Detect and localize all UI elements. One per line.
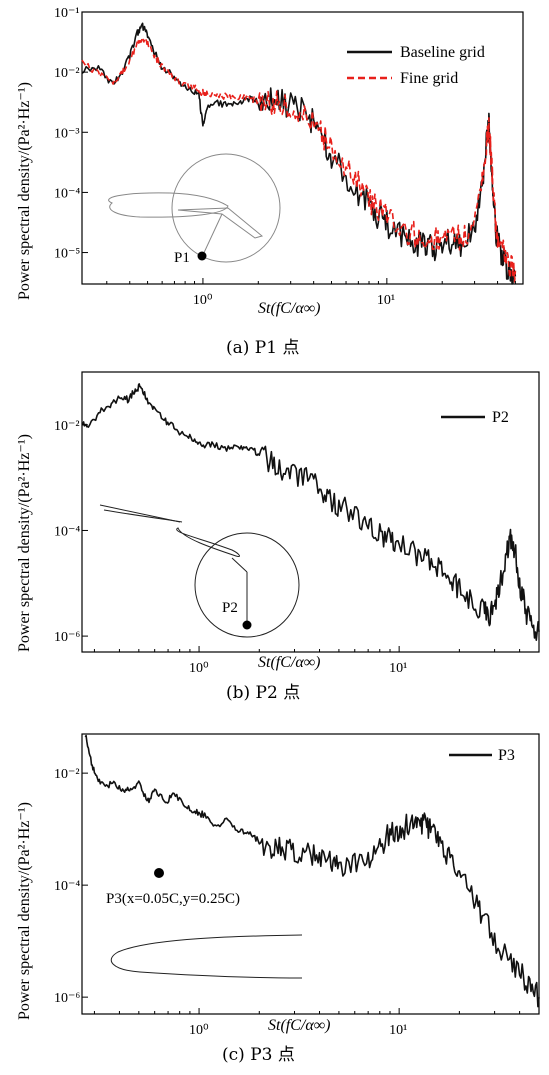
x-tick-label: 10¹ — [377, 293, 395, 308]
plot-frame — [81, 11, 524, 285]
x-axis-label: St(fC/α∞) — [258, 654, 321, 671]
legend-label-p3: P3 — [498, 747, 515, 764]
series-line-p2 — [81, 383, 540, 641]
plot-frame — [81, 733, 540, 1015]
airfoil-inset — [99, 504, 300, 638]
y-tick-label: 10⁻⁴ — [54, 879, 80, 894]
airfoil-inset — [110, 934, 303, 979]
legend-label-p2: P2 — [492, 409, 509, 426]
panel-b: Power spectral density/(Pa²·Hz⁻¹) P2 P2 … — [0, 360, 549, 720]
y-tick-label: 10⁻⁶ — [54, 991, 80, 1006]
x-tick-label: 10¹ — [389, 661, 407, 676]
x-axis-label: St(fC/α∞) — [258, 300, 321, 317]
plot-frame — [81, 371, 540, 653]
y-tick-label: 10⁻² — [54, 419, 80, 434]
x-tick-label: 10⁰ — [189, 1023, 209, 1038]
chart-c: P3(x=0.05C,y=0.25C) P3 10⁰ 10¹ 10⁻² 10⁻⁴ 10⁻… — [54, 733, 540, 1038]
y-tick-label: 10⁻³ — [54, 126, 80, 141]
panel-c: Power spectral density/(Pa²·Hz⁻¹) P3(x=0… — [0, 720, 549, 1075]
series-line-fine-grid — [81, 37, 517, 283]
probe-label: P3(x=0.05C,y=0.25C) — [106, 891, 240, 907]
y-tick-label: 10⁻⁴ — [54, 186, 80, 201]
legend-label-baseline: Baseline grid — [400, 44, 485, 61]
caption: (c) P3 点 — [222, 1045, 295, 1065]
y-tick-label: 10⁻² — [54, 767, 80, 782]
series-line-p3 — [84, 734, 540, 1008]
series-line-baseline-grid — [81, 22, 517, 285]
airfoil-inset — [108, 153, 281, 263]
legend: P2 — [441, 409, 509, 426]
probe-point — [197, 251, 207, 261]
legend-label-fine: Fine grid — [400, 70, 458, 87]
y-tick-label: 10⁻⁶ — [54, 630, 80, 645]
legend: Baseline grid Fine grid — [347, 44, 485, 87]
x-tick-label: 10⁰ — [189, 661, 209, 676]
caption: (a) P1 点 — [226, 338, 300, 358]
x-axis-label: St(fC/α∞) — [268, 1017, 331, 1034]
y-tick-label: 10⁻¹ — [54, 6, 80, 21]
probe-label: P1 — [174, 250, 190, 266]
legend: P3 — [449, 747, 515, 764]
x-tick-label: 10⁰ — [193, 293, 213, 308]
y-tick-label: 10⁻⁵ — [54, 247, 80, 262]
y-tick-label: 10⁻⁴ — [54, 524, 80, 539]
y-tick-label: 10⁻² — [54, 66, 80, 81]
chart-b: P2 P2 10⁰ 10¹ 10⁻² 10⁻⁴ 10⁻⁶ — [54, 371, 540, 676]
panel-a: Power spectral density/(Pa²·Hz⁻¹) P1 Bas… — [0, 0, 549, 360]
x-tick-label: 10¹ — [389, 1023, 407, 1038]
probe-point — [154, 868, 164, 878]
caption: (b) P2 点 — [226, 683, 301, 703]
chart-a: P1 Baseline grid Fine grid 10⁰ 10¹ 10⁻¹ 10⁻… — [54, 6, 524, 308]
probe-label: P2 — [222, 600, 238, 616]
probe-point — [242, 620, 252, 630]
